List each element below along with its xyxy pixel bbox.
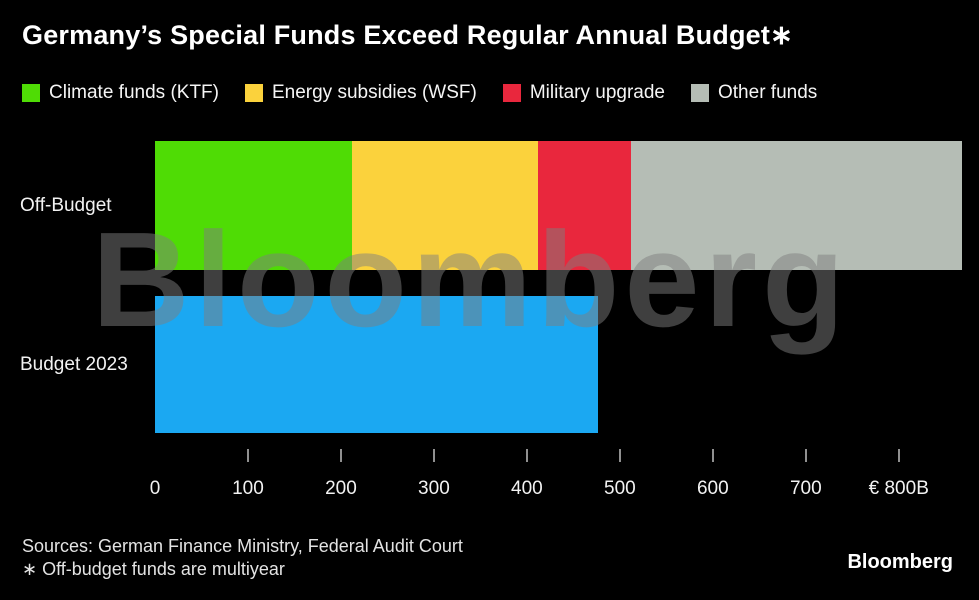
axis-tick-label: 600 [696,478,729,499]
chart-title: Germany’s Special Funds Exceed Regular A… [22,20,793,50]
legend-swatch [22,84,40,102]
legend-item: Other funds [691,82,817,104]
footnote: ∗ Off-budget funds are multiyear [22,559,285,579]
legend-item: Energy subsidies (WSF) [244,82,477,104]
axis-tick-label: 300 [418,478,450,499]
axis-tick-label: 100 [232,478,264,499]
legend-label: Energy subsidies (WSF) [271,82,477,103]
axis-tick-label: 500 [604,478,636,499]
axis-tick [246,449,249,462]
source-note: Sources: German Finance Ministry, Federa… [22,536,463,556]
bar-segment [352,141,539,270]
category-label: Off-Budget [20,194,112,216]
axis-tick-label: 700 [789,478,822,499]
legend-swatch [502,84,521,102]
bar-segment [155,296,598,433]
legend-label: Climate funds (KTF) [49,82,219,103]
legend-item: Climate funds (KTF) [22,82,219,104]
axis-tick [711,449,714,462]
axis-tick [339,449,342,462]
axis-tick [618,449,621,462]
bar-segment [538,141,631,270]
axis-tick [804,449,807,462]
axis-tick-label: 200 [325,478,357,499]
legend-label: Military upgrade [529,82,665,103]
bar-segment [631,141,962,270]
bloomberg-logo: Bloomberg [847,551,953,573]
legend-swatch [244,84,263,102]
axis-tick-label: € 800B [868,478,929,499]
axis-tick [525,449,528,462]
legend-item: Military upgrade [502,82,665,104]
legend-swatch [691,84,709,102]
axis-tick-label: 400 [511,478,543,499]
axis-tick [897,449,900,462]
legend-label: Other funds [718,82,818,103]
bar-segment [155,141,353,270]
category-label: Budget 2023 [20,353,128,375]
axis-tick [432,449,435,462]
legend: Climate funds (KTF) Energy subsidies (WSF… [22,82,817,104]
axis-tick-label: 0 [149,478,161,499]
